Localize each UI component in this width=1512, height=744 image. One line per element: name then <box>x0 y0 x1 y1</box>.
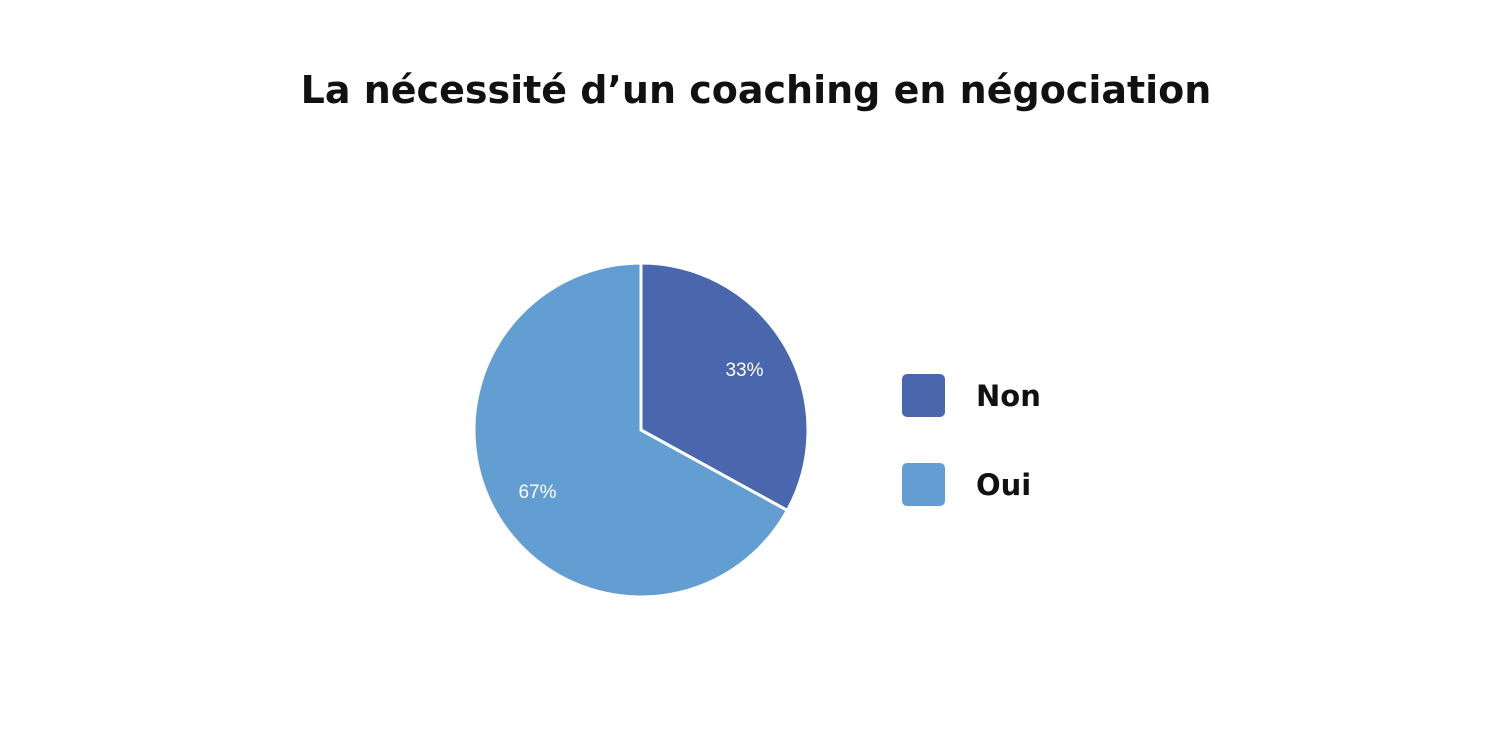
chart-title: La nécessité d’un coaching en négociatio… <box>300 68 1212 112</box>
legend-swatch <box>902 463 945 506</box>
pie-slice-non <box>639 261 810 513</box>
legend-item-non: Non <box>902 374 1041 417</box>
legend-item-oui: Oui <box>902 463 1031 506</box>
legend-swatch <box>902 374 945 417</box>
data-label: 33% <box>725 360 763 381</box>
legend-label: Non <box>976 378 1041 413</box>
data-label: 67% <box>518 482 556 503</box>
pie-slice-oui <box>472 261 790 599</box>
legend-label: Oui <box>976 467 1032 502</box>
